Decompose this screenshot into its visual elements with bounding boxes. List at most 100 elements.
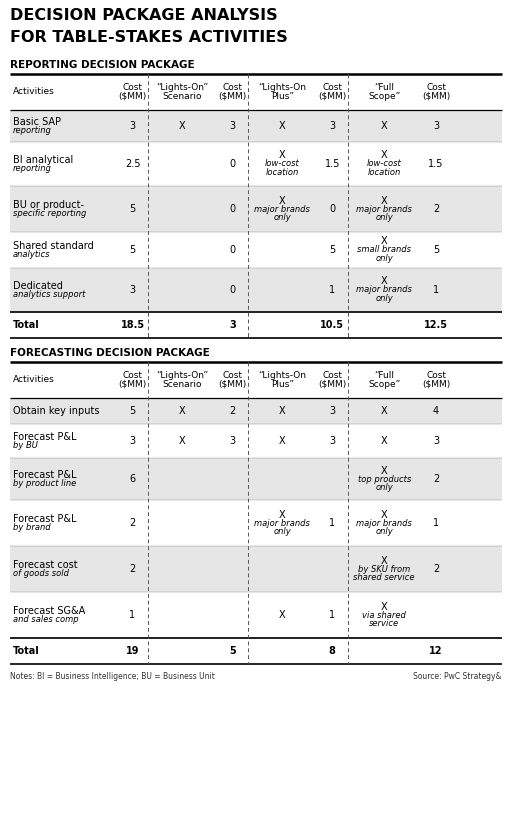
Text: “Lights-On: “Lights-On <box>258 371 306 380</box>
Bar <box>10 424 501 458</box>
Text: Cost: Cost <box>122 83 142 92</box>
Text: ($MM): ($MM) <box>421 380 449 389</box>
Text: X: X <box>278 195 285 205</box>
Text: X: X <box>179 406 185 416</box>
Text: 3: 3 <box>432 121 438 131</box>
Text: reporting: reporting <box>13 125 52 135</box>
Text: major brands: major brands <box>254 519 309 527</box>
Text: X: X <box>380 436 387 446</box>
Text: Activities: Activities <box>13 87 54 97</box>
Text: 3: 3 <box>129 436 135 446</box>
Text: “Lights-On: “Lights-On <box>258 83 306 92</box>
Text: 5: 5 <box>328 245 335 255</box>
Text: X: X <box>278 610 285 620</box>
Bar <box>10 312 501 338</box>
Text: X: X <box>380 277 387 287</box>
Text: 3: 3 <box>432 436 438 446</box>
Text: 2.5: 2.5 <box>125 159 140 169</box>
Text: 5: 5 <box>129 406 135 416</box>
Text: 3: 3 <box>229 320 235 330</box>
Text: X: X <box>380 121 387 131</box>
Text: X: X <box>278 151 285 160</box>
Text: shared service: shared service <box>353 573 414 582</box>
Text: FORECASTING DECISION PACKAGE: FORECASTING DECISION PACKAGE <box>10 348 209 358</box>
Text: Cost: Cost <box>222 83 242 92</box>
Text: 12.5: 12.5 <box>423 320 447 330</box>
Text: 2: 2 <box>432 474 438 484</box>
Text: “Lights-On”: “Lights-On” <box>156 371 208 380</box>
Text: BU or product-: BU or product- <box>13 199 84 210</box>
Text: X: X <box>179 121 185 131</box>
Text: 1: 1 <box>328 610 334 620</box>
Text: Basic SAP: Basic SAP <box>13 116 61 127</box>
Text: 5: 5 <box>129 245 135 255</box>
Text: ($MM): ($MM) <box>421 92 449 101</box>
Text: Cost: Cost <box>322 371 342 380</box>
Text: Scope”: Scope” <box>367 380 400 389</box>
Text: Cost: Cost <box>122 371 142 380</box>
Text: “Lights-On”: “Lights-On” <box>156 83 208 92</box>
Text: 18.5: 18.5 <box>120 320 144 330</box>
Text: “Full: “Full <box>374 83 393 92</box>
Text: 3: 3 <box>129 121 135 131</box>
Text: major brands: major brands <box>254 204 309 213</box>
Text: major brands: major brands <box>355 519 411 527</box>
Text: by product line: by product line <box>13 479 76 488</box>
Text: low-cost: low-cost <box>366 160 401 168</box>
Text: 5: 5 <box>432 245 438 255</box>
Text: 4: 4 <box>432 406 438 416</box>
Text: X: X <box>179 436 185 446</box>
Text: X: X <box>278 406 285 416</box>
Text: 19: 19 <box>126 646 139 656</box>
Text: ($MM): ($MM) <box>218 380 246 389</box>
Text: Scenario: Scenario <box>162 380 202 389</box>
Text: by BU: by BU <box>13 440 38 450</box>
Text: only: only <box>375 483 392 492</box>
Text: 2: 2 <box>129 564 135 574</box>
Text: small brands: small brands <box>356 246 410 255</box>
Text: only: only <box>273 527 291 536</box>
Text: X: X <box>380 195 387 205</box>
Text: 5: 5 <box>129 204 135 214</box>
Text: REPORTING DECISION PACKAGE: REPORTING DECISION PACKAGE <box>10 60 194 70</box>
Text: specific reporting: specific reporting <box>13 208 86 218</box>
Text: only: only <box>375 213 392 222</box>
Text: X: X <box>380 406 387 416</box>
Text: 0: 0 <box>229 159 235 169</box>
Text: Scenario: Scenario <box>162 92 202 101</box>
Bar <box>10 592 501 638</box>
Text: 6: 6 <box>129 474 135 484</box>
Text: 1.5: 1.5 <box>428 159 443 169</box>
Text: “Full: “Full <box>374 371 393 380</box>
Text: ($MM): ($MM) <box>318 380 346 389</box>
Text: 0: 0 <box>229 245 235 255</box>
Text: 0: 0 <box>328 204 334 214</box>
Text: major brands: major brands <box>355 286 411 295</box>
Text: 3: 3 <box>229 436 235 446</box>
Text: 3: 3 <box>129 285 135 295</box>
Text: 3: 3 <box>328 406 334 416</box>
Text: X: X <box>380 555 387 566</box>
Text: location: location <box>265 168 298 177</box>
Text: 12: 12 <box>429 646 442 656</box>
Text: Cost: Cost <box>425 83 445 92</box>
Text: 3: 3 <box>328 436 334 446</box>
Text: 1: 1 <box>328 285 334 295</box>
Bar <box>10 638 501 664</box>
Text: Source: PwC Strategy&: Source: PwC Strategy& <box>413 672 501 681</box>
Text: Cost: Cost <box>322 83 342 92</box>
Text: via shared: via shared <box>361 610 405 619</box>
Bar <box>10 500 501 546</box>
Text: X: X <box>278 510 285 519</box>
Text: Forecast SG&A: Forecast SG&A <box>13 606 85 615</box>
Text: X: X <box>380 151 387 160</box>
Text: 1.5: 1.5 <box>324 159 340 169</box>
Bar <box>10 268 501 312</box>
Text: Total: Total <box>13 646 40 656</box>
Text: X: X <box>278 121 285 131</box>
Bar <box>10 186 501 232</box>
Text: X: X <box>380 466 387 475</box>
Text: Scope”: Scope” <box>367 92 400 101</box>
Text: 3: 3 <box>328 121 334 131</box>
Text: ($MM): ($MM) <box>218 92 246 101</box>
